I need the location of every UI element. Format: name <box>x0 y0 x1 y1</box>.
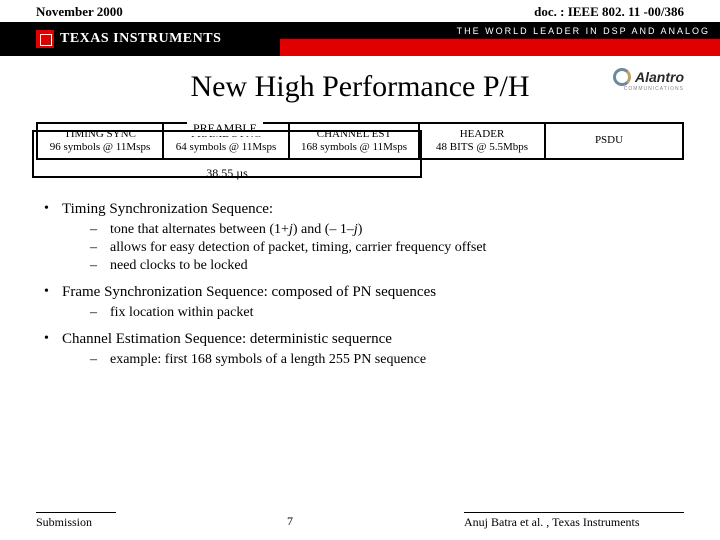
block-name: HEADER <box>424 128 540 141</box>
brand-bar: TEXAS INSTRUMENTS THE WORLD LEADER IN DS… <box>0 22 720 56</box>
content-body: Timing Synchronization Sequence: tone tha… <box>40 201 680 368</box>
alantro-logo: Alantro COMMUNICATIONS <box>613 68 684 86</box>
frame-block: CHANNEL EST168 symbols @ 11Msps <box>290 124 420 158</box>
footer: Submission 7 Anuj Batra et al. , Texas I… <box>36 512 684 530</box>
brand-tagline: THE WORLD LEADER IN DSP AND ANALOG <box>280 22 720 39</box>
sub-bullet-item: fix location within packet <box>90 305 680 321</box>
block-name: TIMING SYNC <box>42 128 158 141</box>
footer-page: 7 <box>287 512 293 530</box>
block-detail: 64 symbols @ 11Msps <box>168 141 284 154</box>
sub-bullet-item: need clocks to be locked <box>90 258 680 274</box>
block-detail: 96 symbols @ 11Msps <box>42 141 158 154</box>
ti-company-name: TEXAS INSTRUMENTS <box>60 31 221 47</box>
frame-block: HEADER48 BITS @ 5.5Mbps <box>420 124 546 158</box>
block-detail: 48 BITS @ 5.5Mbps <box>424 141 540 154</box>
alantro-name: Alantro <box>635 69 684 85</box>
bullet-item: Timing Synchronization Sequence: tone tha… <box>40 201 680 274</box>
sub-bullet-item: allows for easy detection of packet, tim… <box>90 240 680 256</box>
block-name: CHANNEL EST <box>294 128 414 141</box>
duration-label: 38.55 µs <box>36 166 418 181</box>
frame-block: PSDU <box>546 124 672 158</box>
footer-left: Submission <box>36 512 116 530</box>
frame-diagram: PREAMBLE TIMING SYNC96 symbols @ 11MspsF… <box>36 122 684 181</box>
ti-chip-icon <box>36 30 54 48</box>
brand-tagline-block: THE WORLD LEADER IN DSP AND ANALOG <box>280 22 720 56</box>
title-row: New High Performance P/H Alantro COMMUNI… <box>0 70 720 104</box>
bullet-text: Channel Estimation Sequence: determinist… <box>62 331 392 347</box>
ti-logo: TEXAS INSTRUMENTS <box>0 22 221 56</box>
bullet-text: Timing Synchronization Sequence: <box>62 201 273 217</box>
preamble-label: PREAMBLE <box>187 121 263 136</box>
bullet-list: Timing Synchronization Sequence: tone tha… <box>40 201 680 368</box>
header-bar: November 2000 doc. : IEEE 802. 11 -00/38… <box>0 0 720 22</box>
brand-accent-bar <box>280 39 720 56</box>
page-title: New High Performance P/H <box>36 70 684 104</box>
bullet-text: Frame Synchronization Sequence: composed… <box>62 284 436 300</box>
sub-bullet-item: example: first 168 symbols of a length 2… <box>90 352 680 368</box>
alantro-sub: COMMUNICATIONS <box>624 86 684 92</box>
footer-right: Anuj Batra et al. , Texas Instruments <box>464 512 684 530</box>
sub-bullet-item: tone that alternates between (1+j) and (… <box>90 222 680 238</box>
bullet-item: Frame Synchronization Sequence: composed… <box>40 284 680 321</box>
sub-bullet-list: tone that alternates between (1+j) and (… <box>62 222 680 274</box>
frame-blocks: TIMING SYNC96 symbols @ 11MspsFRAME SYNC… <box>36 122 684 160</box>
block-name: PSDU <box>550 134 668 147</box>
frame-block: TIMING SYNC96 symbols @ 11Msps <box>38 124 164 158</box>
block-detail: 168 symbols @ 11Msps <box>294 141 414 154</box>
sub-bullet-list: example: first 168 symbols of a length 2… <box>62 352 680 368</box>
alantro-ring-icon <box>613 68 631 86</box>
header-date: November 2000 <box>36 4 123 20</box>
sub-bullet-list: fix location within packet <box>62 305 680 321</box>
header-docnum: doc. : IEEE 802. 11 -00/386 <box>534 4 684 20</box>
bullet-item: Channel Estimation Sequence: determinist… <box>40 331 680 368</box>
